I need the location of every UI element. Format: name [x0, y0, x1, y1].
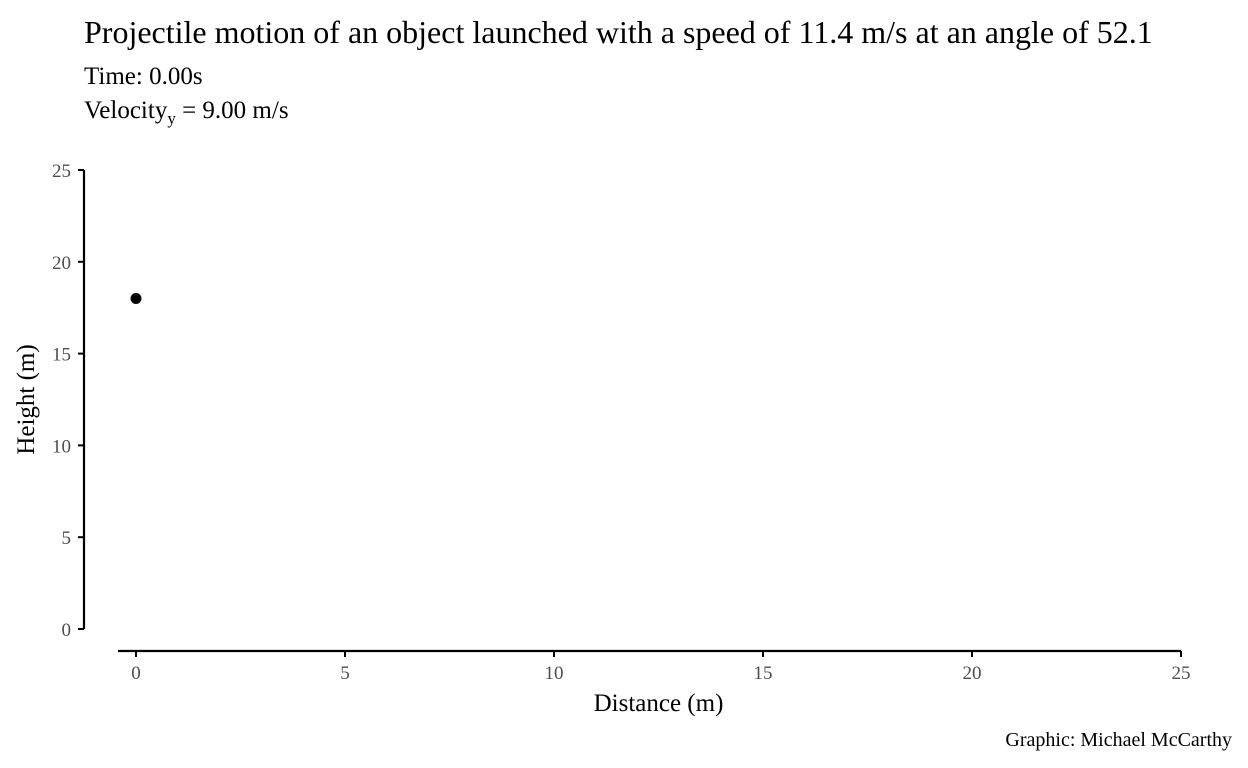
y-tick-label: 25 [52, 161, 71, 182]
x-tick-label: 25 [1172, 663, 1191, 684]
y-tick-label: 10 [52, 436, 71, 457]
y-tick-label: 15 [52, 345, 71, 366]
x-tick-label: 20 [963, 663, 982, 684]
velocity-prefix: Velocity [84, 97, 168, 124]
chart-title: Projectile motion of an object launched … [84, 14, 1153, 50]
y-tick-label: 0 [62, 620, 72, 641]
y-tick-label: 5 [62, 528, 72, 549]
velocity-value: = 9.00 m/s [175, 97, 289, 124]
x-axis-ticks: 0 5 10 15 20 25 [131, 651, 1191, 684]
y-tick-label: 20 [52, 253, 71, 274]
x-tick-label: 0 [131, 663, 141, 684]
data-points [130, 293, 142, 305]
caption: Graphic: Michael McCarthy [1005, 729, 1232, 751]
projectile-point [130, 293, 142, 305]
velocity-readout: Velocityy = 9.00 m/s [84, 94, 289, 128]
x-tick-label: 5 [340, 663, 350, 684]
y-axis-ticks: 0 5 10 15 20 25 [52, 161, 84, 641]
x-tick-label: 10 [545, 663, 564, 684]
y-axis-title: Height (m) [13, 344, 40, 454]
x-axis-title: Distance (m) [594, 690, 724, 717]
time-readout: Time: 0.00s [84, 63, 203, 90]
velocity-subscript: y [167, 109, 176, 128]
chart-subtitle: Time: 0.00s Velocityy = 9.00 m/s [84, 60, 289, 128]
x-tick-label: 15 [754, 663, 773, 684]
